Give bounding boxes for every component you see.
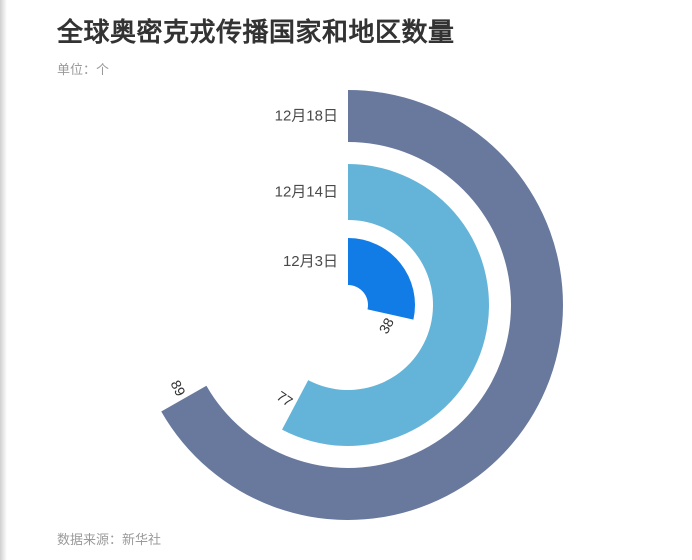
page-edge-shadow bbox=[0, 0, 7, 560]
category-label-0: 12月3日 bbox=[283, 253, 338, 270]
radial-bar-2 bbox=[161, 90, 563, 520]
category-label-1: 12月14日 bbox=[275, 184, 338, 201]
radial-bar-1 bbox=[282, 164, 489, 447]
value-label-2: 89 bbox=[168, 378, 189, 399]
unit-label: 单位：个 bbox=[57, 62, 110, 77]
chart-title: 全球奥密克戎传播国家和地区数量 bbox=[57, 17, 455, 47]
data-source-label: 数据来源：新华社 bbox=[57, 532, 162, 547]
radial-bar-0 bbox=[348, 238, 416, 320]
category-label-2: 12月18日 bbox=[275, 108, 338, 125]
value-label-1: 77 bbox=[274, 388, 296, 410]
value-label-0: 38 bbox=[376, 315, 398, 336]
